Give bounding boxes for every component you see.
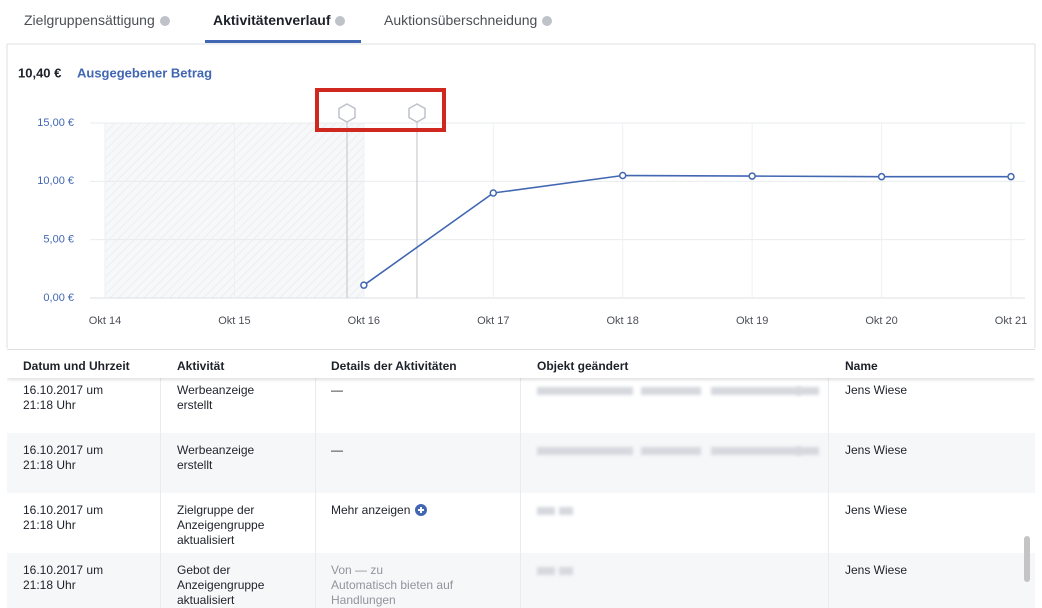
tab-label: Aktivitätenverlauf (213, 12, 331, 28)
redacted-object (797, 447, 819, 455)
column-header: Datum und Uhrzeit (23, 359, 130, 373)
tab[interactable]: Aktivitätenverlauf (213, 12, 346, 28)
tab[interactable]: Auktionsüberschneidung (384, 12, 553, 28)
tab-label: Zielgruppensättigung (24, 12, 155, 28)
redacted-object (537, 567, 555, 575)
details-cell: — (331, 443, 343, 457)
data-point (877, 172, 886, 181)
tab[interactable]: Zielgruppensättigung (24, 12, 170, 28)
data-point (618, 171, 627, 180)
column-header: Name (845, 359, 878, 373)
x-tick-label: Okt 20 (865, 315, 897, 327)
redacted-object (559, 567, 573, 575)
tab-label: Auktionsüberschneidung (384, 12, 538, 28)
activity-table: Datum und Uhrzeit Aktivität Details der Ak… (7, 349, 1035, 608)
table-row: 16.10.2017 um 21:18 Uhr Zielgruppe der An… (7, 493, 1035, 553)
highlight-box (315, 88, 446, 132)
y-tick-label: 15,00 € (37, 117, 74, 129)
details-cell: Von — zu Automatisch bieten auf Handlung… (331, 563, 454, 607)
details-cell: — (331, 383, 343, 397)
y-tick-label: 5,00 € (43, 234, 74, 246)
x-tick-label: Okt 19 (736, 315, 768, 327)
scrollbar[interactable] (1024, 536, 1030, 582)
info-icon (335, 16, 346, 26)
redacted-object (797, 387, 819, 395)
redacted-object (559, 507, 573, 515)
redacted-object (537, 447, 633, 455)
activity-marker[interactable] (408, 103, 426, 123)
x-tick-label: Okt 15 (218, 315, 250, 327)
column-separator (520, 350, 521, 608)
redacted-object (537, 507, 555, 515)
column-header: Aktivität (177, 359, 225, 373)
activity-marker[interactable] (338, 103, 356, 123)
column-separator (315, 350, 316, 608)
table-header: Datum und Uhrzeit Aktivität Details der Ak… (7, 350, 1035, 378)
name-cell: Jens Wiese (845, 563, 908, 577)
column-separator (828, 350, 829, 608)
name-cell: Jens Wiese (845, 383, 908, 397)
date-cell: 16.10.2017 um 21:18 Uhr (23, 563, 104, 592)
redacted-object (641, 447, 701, 455)
activity-cell: Werbeanzeige erstellt (177, 443, 255, 472)
plus (420, 507, 423, 513)
column-header: Details der Aktivitäten (331, 359, 457, 373)
x-tick-label: Okt 16 (348, 315, 380, 327)
table-row: 16.10.2017 um 21:18 Uhr Werbeanzeige erst… (7, 373, 1035, 433)
date-cell: 16.10.2017 um 21:18 Uhr (23, 383, 104, 412)
redacted-object (711, 387, 801, 395)
x-tick-label: Okt 17 (477, 315, 509, 327)
info-icon (542, 16, 553, 26)
data-point (489, 189, 498, 197)
column-header: Objekt geändert (537, 359, 629, 373)
x-tick-label: Okt 18 (607, 315, 639, 327)
series-line (363, 174, 1011, 286)
info-icon (159, 16, 170, 26)
table-row: 16.10.2017 um 21:18 Uhr Werbeanzeige erst… (7, 433, 1035, 493)
name-cell: Jens Wiese (845, 443, 908, 457)
redacted-object (641, 387, 701, 395)
date-cell: 16.10.2017 um 21:18 Uhr (23, 503, 104, 532)
summary-amount: 10,40 € (18, 65, 61, 80)
data-point (748, 172, 756, 180)
column-separator (160, 350, 161, 608)
redacted-object (537, 387, 633, 395)
table-row: 16.10.2017 um 21:18 Uhr Gebot der Anzeige… (7, 553, 1035, 608)
data-point (360, 281, 368, 289)
data-point (1007, 172, 1015, 181)
summary-label: Ausgegebener Betrag (77, 65, 212, 80)
y-tick-label: 10,00 € (37, 175, 74, 187)
redacted-object (711, 447, 801, 455)
active-tab-underline (205, 40, 361, 43)
chart: 10,40 € Ausgegebener Betrag 0,00 € 5,00 €… (6, 40, 1036, 348)
activity-cell: Werbeanzeige erstellt (177, 383, 255, 412)
details-cell[interactable]: Mehr anzeigen (331, 503, 428, 518)
date-cell: 16.10.2017 um 21:18 Uhr (23, 443, 104, 472)
y-tick-label: 0,00 € (43, 292, 74, 304)
activity-cell: Zielgruppe der Anzeigengruppe aktualisie… (177, 503, 265, 547)
x-tick-label: Okt 14 (89, 315, 121, 327)
activity-cell: Gebot der Anzeigengruppe aktualisiert (177, 563, 265, 607)
name-cell: Jens Wiese (845, 503, 908, 517)
x-tick-label: Okt 21 (995, 315, 1027, 327)
expand-icon[interactable] (415, 504, 428, 516)
